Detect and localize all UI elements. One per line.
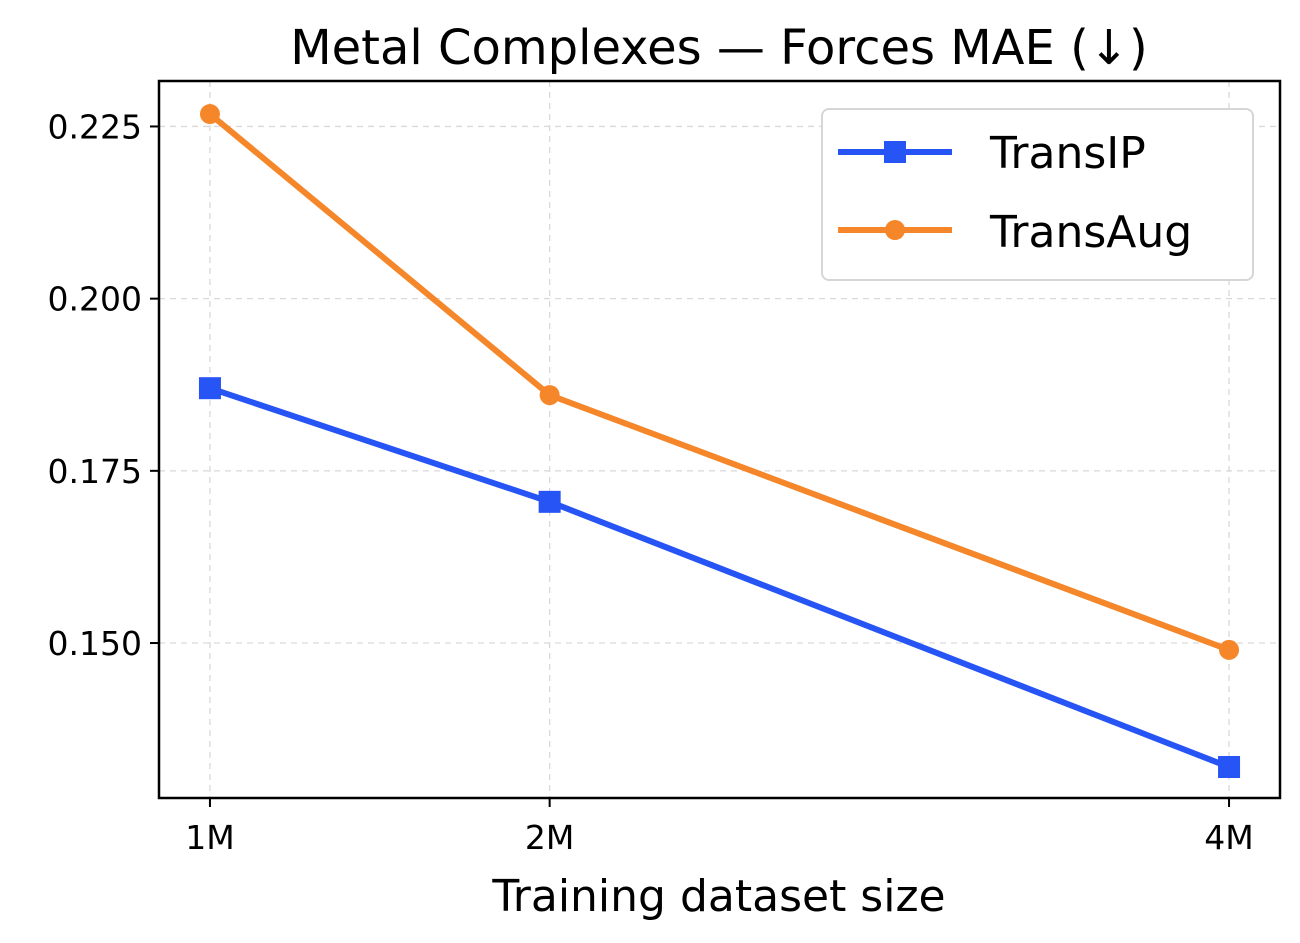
x-tick-label: 1M bbox=[185, 818, 234, 857]
x-axis-label: Training dataset size bbox=[491, 871, 945, 922]
chart-title: Metal Complexes — Forces MAE (↓) bbox=[290, 20, 1148, 76]
grid-layer bbox=[159, 81, 1280, 798]
data-point-transip bbox=[198, 377, 221, 400]
y-tick-label: 0.200 bbox=[48, 280, 142, 319]
legend-label-transip: TransIP bbox=[989, 128, 1146, 179]
y-tick-label: 0.225 bbox=[48, 107, 142, 146]
legend-entry-transaug: TransAug bbox=[838, 207, 1192, 258]
data-point-transip bbox=[1218, 756, 1241, 779]
data-point-transaug bbox=[1219, 639, 1240, 660]
data-point-transip bbox=[538, 490, 561, 513]
legend-entry-transip: TransIP bbox=[838, 128, 1146, 179]
plot-frame bbox=[157, 79, 1282, 800]
x-tick-label: 2M bbox=[525, 818, 574, 857]
series-line-transip bbox=[206, 385, 1233, 771]
legend: TransIP TransAug bbox=[821, 108, 1254, 281]
y-tick-label: 0.175 bbox=[48, 452, 142, 491]
y-tick-label: 0.150 bbox=[48, 624, 142, 663]
tick-layer: 0.150 0.175 0.200 0.225 1M 2M 4M bbox=[48, 107, 1254, 857]
data-point-transaug bbox=[539, 385, 560, 406]
legend-marker-transip bbox=[884, 141, 906, 163]
legend-marker-transaug bbox=[885, 220, 905, 240]
series-layer bbox=[198, 104, 1241, 779]
legend-label-transaug: TransAug bbox=[989, 207, 1192, 258]
x-tick-label: 4M bbox=[1204, 818, 1253, 857]
data-point-transaug bbox=[199, 104, 220, 125]
